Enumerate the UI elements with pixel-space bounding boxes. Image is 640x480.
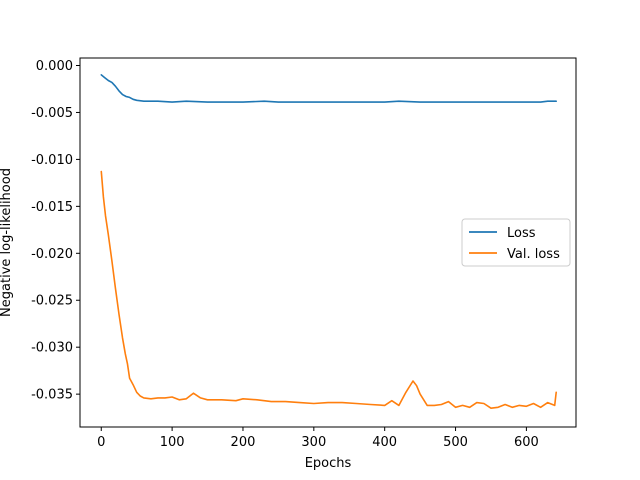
y-tick-label: -0.005	[31, 106, 73, 121]
y-tick-label: -0.025	[31, 294, 73, 309]
legend-label-loss: Loss	[507, 226, 536, 241]
y-tick-label: -0.015	[31, 200, 73, 215]
y-tick-label: -0.035	[31, 388, 73, 403]
legend-box	[461, 218, 571, 267]
x-tick-label: 500	[443, 435, 468, 450]
y-tick-label: -0.030	[31, 341, 73, 356]
x-tick-label: 300	[301, 435, 326, 450]
axes-layer: 0 100 200 300 400 500 600 0.000 -0.005 -0.010 -0.0…	[31, 57, 577, 450]
plot-frame	[79, 57, 577, 428]
x-tick-label: 200	[231, 435, 256, 450]
x-tick-label: 400	[372, 435, 397, 450]
x-tick-label: 600	[514, 435, 539, 450]
y-axis-label: Negative log-likelihood	[0, 168, 14, 317]
series-line-1	[100, 170, 557, 409]
y-tick-label: -0.020	[31, 247, 73, 262]
y-tick-label: -0.010	[31, 153, 73, 168]
series-line-0	[100, 74, 557, 103]
series-layer	[100, 74, 557, 409]
x-tick-label: 0	[97, 435, 105, 450]
x-tick-label: 100	[160, 435, 185, 450]
y-tick-label: 0.000	[36, 59, 73, 74]
legend: Loss Val. loss	[461, 218, 571, 267]
legend-label-val-loss: Val. loss	[507, 247, 560, 262]
x-axis-label: Epochs	[305, 456, 352, 471]
